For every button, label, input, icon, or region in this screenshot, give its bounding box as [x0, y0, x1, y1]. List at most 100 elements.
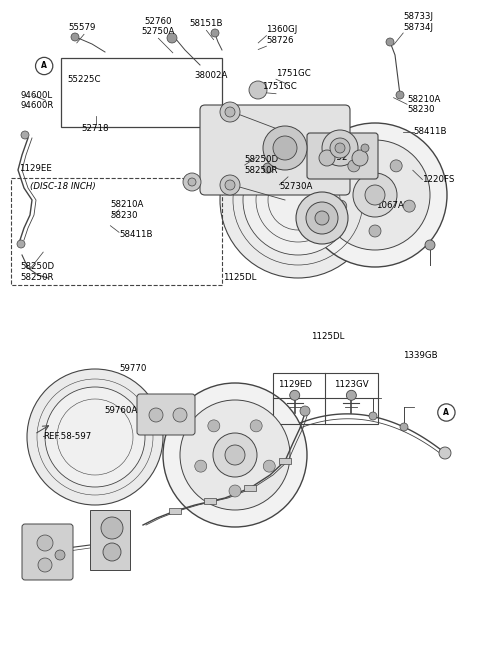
Text: A: A: [444, 408, 449, 417]
Circle shape: [37, 535, 53, 551]
Circle shape: [290, 390, 300, 401]
Circle shape: [167, 33, 177, 43]
Text: 38002A: 38002A: [194, 71, 228, 81]
Text: 94600L
94600R: 94600L 94600R: [20, 90, 54, 110]
Circle shape: [396, 91, 404, 99]
Circle shape: [361, 144, 369, 152]
Circle shape: [315, 211, 329, 225]
Circle shape: [101, 517, 123, 539]
Bar: [11, 178, 222, 285]
Bar: [204, 498, 216, 504]
Bar: [169, 508, 181, 514]
FancyBboxPatch shape: [137, 394, 195, 435]
Circle shape: [188, 178, 196, 186]
Circle shape: [250, 420, 262, 432]
Text: A: A: [41, 61, 47, 71]
Circle shape: [263, 460, 275, 472]
Polygon shape: [90, 510, 130, 570]
Text: 1751GC: 1751GC: [276, 69, 311, 78]
Circle shape: [303, 123, 447, 267]
Text: 52730A: 52730A: [279, 182, 313, 191]
Circle shape: [263, 126, 307, 170]
FancyBboxPatch shape: [22, 524, 73, 580]
Circle shape: [330, 138, 350, 158]
Text: 52718: 52718: [81, 124, 109, 133]
Circle shape: [296, 192, 348, 244]
Text: 58210A
58230: 58210A 58230: [407, 94, 441, 114]
Circle shape: [55, 550, 65, 560]
Text: 52752: 52752: [321, 152, 348, 162]
Circle shape: [386, 38, 394, 46]
Circle shape: [347, 390, 356, 401]
Text: 55225C: 55225C: [67, 75, 101, 84]
Circle shape: [213, 433, 257, 477]
Circle shape: [149, 408, 163, 422]
Circle shape: [173, 408, 187, 422]
Text: 58250D
58250R: 58250D 58250R: [245, 155, 279, 175]
Text: (DISC-18 INCH): (DISC-18 INCH): [30, 182, 96, 191]
Text: 58726: 58726: [266, 36, 294, 45]
Circle shape: [38, 558, 52, 572]
Text: 58411B: 58411B: [414, 127, 447, 137]
Circle shape: [103, 543, 121, 561]
Text: 58411B: 58411B: [119, 230, 153, 239]
Circle shape: [225, 107, 235, 117]
Circle shape: [335, 143, 345, 153]
Circle shape: [353, 173, 397, 217]
Text: REF.58-597: REF.58-597: [43, 432, 92, 442]
Circle shape: [225, 445, 245, 465]
Text: 59770: 59770: [119, 364, 146, 374]
Circle shape: [425, 240, 435, 250]
Text: 52760
52750A: 52760 52750A: [142, 17, 175, 36]
Text: 1220FS: 1220FS: [422, 175, 455, 184]
Circle shape: [322, 130, 358, 166]
Text: 1129ED: 1129ED: [278, 379, 312, 389]
Circle shape: [21, 131, 29, 139]
Text: 1751GC: 1751GC: [262, 82, 296, 91]
Circle shape: [369, 412, 377, 420]
Circle shape: [365, 185, 385, 205]
Text: 58733J
58734J: 58733J 58734J: [403, 13, 433, 32]
Text: 1123GV: 1123GV: [334, 379, 369, 389]
Bar: [61, 58, 222, 127]
Circle shape: [225, 180, 235, 190]
FancyBboxPatch shape: [200, 105, 350, 195]
Text: 58210A
58230: 58210A 58230: [110, 200, 144, 220]
Text: 1125DL: 1125DL: [311, 332, 345, 341]
Circle shape: [208, 420, 220, 432]
Circle shape: [263, 163, 273, 173]
Text: 1360GJ: 1360GJ: [266, 25, 298, 34]
Text: 58250D
58250R: 58250D 58250R: [20, 262, 54, 282]
Circle shape: [243, 145, 353, 255]
Text: 1067AM: 1067AM: [376, 201, 411, 211]
Circle shape: [195, 460, 207, 472]
Circle shape: [220, 175, 240, 195]
Circle shape: [273, 136, 297, 160]
Circle shape: [180, 400, 290, 510]
Bar: [279, 458, 291, 464]
Circle shape: [352, 150, 368, 166]
Circle shape: [45, 387, 145, 487]
Text: 1129EE: 1129EE: [19, 164, 52, 173]
Circle shape: [220, 102, 240, 122]
Text: 1339GB: 1339GB: [403, 350, 438, 360]
Circle shape: [249, 81, 267, 99]
Circle shape: [300, 406, 310, 416]
Circle shape: [211, 29, 219, 37]
Circle shape: [369, 225, 381, 237]
Text: 59760A: 59760A: [105, 406, 138, 415]
Circle shape: [220, 122, 376, 278]
Bar: [244, 485, 256, 491]
Circle shape: [348, 160, 360, 172]
FancyBboxPatch shape: [307, 133, 378, 179]
Circle shape: [403, 200, 415, 212]
Circle shape: [229, 485, 241, 497]
Circle shape: [320, 140, 430, 250]
Circle shape: [306, 202, 338, 234]
Circle shape: [400, 423, 408, 431]
Circle shape: [439, 447, 451, 459]
Bar: [273, 373, 378, 424]
Circle shape: [335, 200, 347, 212]
Circle shape: [319, 150, 335, 166]
Circle shape: [71, 33, 79, 41]
